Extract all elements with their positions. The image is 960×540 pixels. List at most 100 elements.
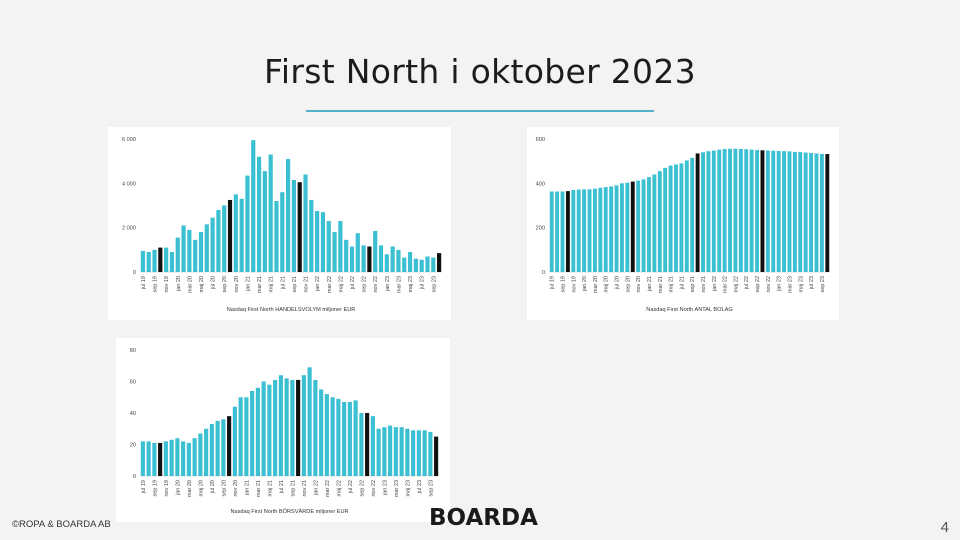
data-bar (370, 416, 375, 476)
data-bar (349, 246, 355, 272)
data-bar (267, 384, 272, 476)
x-tick-label: maj 22 (733, 276, 739, 293)
highlight-bar (296, 379, 301, 476)
x-tick-label: sep 21 (690, 276, 696, 293)
x-tick-label: jul 19 (141, 276, 147, 290)
data-bar (342, 401, 347, 476)
data-bar (301, 375, 306, 476)
x-axis-title: Nasdaq First North HANDELSVOLYM miljoner… (227, 307, 356, 313)
y-tick-label: 0 (133, 474, 136, 480)
data-bar (809, 152, 814, 272)
data-bar (668, 165, 673, 272)
data-bar (326, 221, 331, 272)
data-bar (411, 430, 416, 476)
data-bar (749, 149, 754, 272)
highlight-bar (630, 181, 635, 272)
data-bar (193, 239, 198, 272)
data-bar (625, 182, 630, 272)
x-tick-label: maj 21 (269, 276, 275, 293)
x-tick-label: mar 21 (256, 480, 262, 497)
data-bar (560, 191, 565, 272)
data-bar (181, 225, 186, 272)
data-bar (592, 188, 597, 272)
x-tick-label: jul 21 (280, 276, 286, 290)
x-tick-label: jul 21 (679, 276, 685, 290)
x-tick-label: jul 23 (809, 276, 815, 290)
y-tick-label: 400 (536, 181, 545, 187)
data-bar (344, 239, 349, 272)
data-bar (291, 180, 296, 272)
y-tick-label: 0 (133, 270, 136, 276)
x-tick-label: nov 22 (371, 480, 377, 497)
data-bar (290, 379, 295, 476)
highlight-bar (825, 154, 830, 272)
data-bar (755, 150, 759, 272)
data-bar (245, 175, 250, 272)
data-bar (657, 171, 662, 272)
data-bar (347, 401, 352, 476)
data-bar (244, 397, 249, 476)
x-tick-label: nov 20 (636, 276, 642, 293)
x-tick-label: jul 20 (615, 276, 621, 290)
data-bar (198, 433, 203, 476)
data-bar (152, 249, 157, 272)
x-tick-label: mar 20 (187, 480, 193, 497)
data-bar (186, 442, 191, 476)
x-tick-label: sep 23 (431, 276, 437, 293)
x-tick-label: maj 20 (604, 276, 610, 293)
data-bar (359, 413, 364, 476)
data-bar (792, 151, 797, 272)
data-bar (378, 245, 384, 272)
x-tick-label: mar 20 (593, 276, 599, 293)
x-tick-label: jan 23 (382, 480, 388, 496)
x-tick-label: mar 23 (787, 276, 793, 293)
highlight-bar (565, 191, 570, 272)
data-bar (361, 245, 366, 272)
x-tick-label: jul 23 (417, 480, 423, 494)
y-tick-label: 60 (130, 380, 136, 386)
data-bar (814, 153, 819, 272)
data-bar (146, 441, 151, 476)
data-bar (175, 438, 180, 476)
copyright-text: ©ROPA & BOARDA AB (12, 519, 111, 530)
highlight-bar (437, 253, 442, 272)
data-bar (652, 174, 657, 272)
x-tick-label: mar 21 (257, 276, 263, 293)
data-bar (192, 438, 197, 476)
data-bar (313, 379, 318, 476)
x-tick-label: maj 22 (336, 480, 342, 497)
chart-panel-handelsvolym: 0 2 000 4 000 6 000 jul 19 sep 19 nov 19 jan 20… (108, 127, 451, 320)
data-bar (232, 406, 237, 476)
y-tick-label: 40 (130, 411, 136, 417)
x-tick-label: nov 19 (571, 276, 577, 293)
data-bar (598, 187, 603, 272)
x-tick-label: sep 22 (755, 276, 761, 293)
data-bar (216, 209, 221, 272)
data-bar (690, 157, 695, 272)
x-tick-label: nov 19 (164, 480, 170, 497)
x-tick-label: jul 20 (211, 276, 217, 290)
x-tick-label: nov 21 (304, 276, 310, 293)
data-bar (636, 180, 641, 272)
data-bar (399, 427, 404, 476)
x-tick-label: jul 21 (279, 480, 285, 494)
x-tick-label: jul 19 (141, 480, 147, 494)
data-bar (320, 212, 326, 272)
data-bar (549, 191, 554, 272)
x-tick-label: maj 21 (267, 480, 273, 497)
title-underline (306, 110, 654, 112)
x-tick-label: jul 20 (210, 480, 216, 494)
data-bar (146, 252, 151, 272)
data-bar (309, 199, 314, 272)
data-bar (402, 257, 407, 272)
x-tick-label: maj 21 (669, 276, 675, 293)
x-tick-label: nov 20 (233, 480, 239, 497)
data-bar (274, 201, 279, 272)
data-bar (382, 427, 387, 476)
x-tick-label: jan 23 (777, 276, 783, 292)
x-tick-label: jul 22 (744, 276, 750, 290)
x-tick-label: jan 21 (244, 480, 250, 496)
data-bar (140, 250, 145, 272)
y-tick-label: 20 (130, 443, 136, 449)
x-tick-label: sep 22 (359, 480, 365, 497)
